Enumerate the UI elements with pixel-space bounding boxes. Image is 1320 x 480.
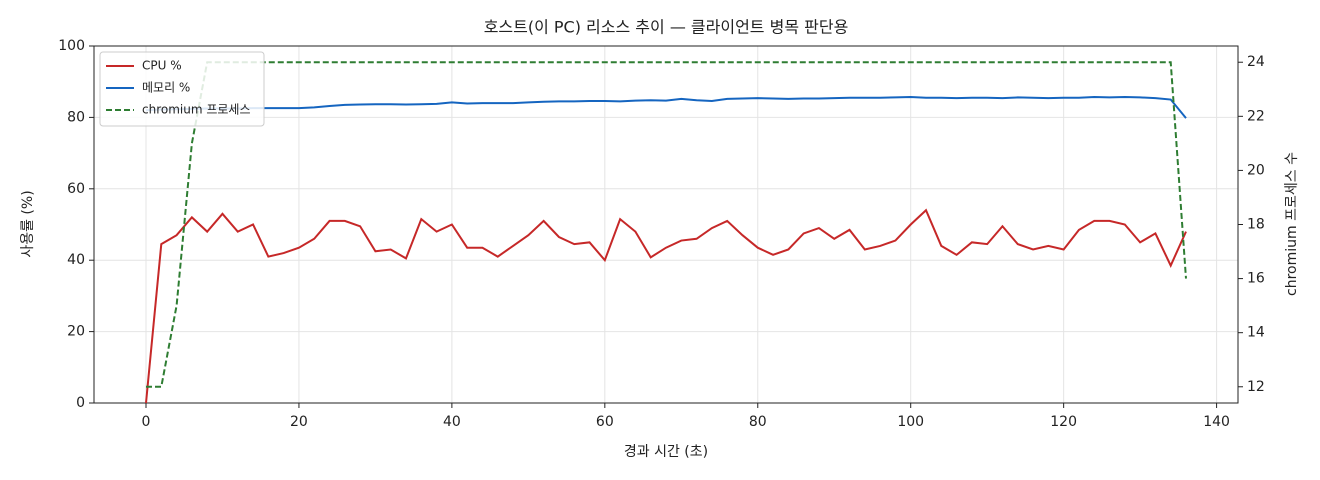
series-line (145, 208, 1187, 404)
y-tick-label: 100 (58, 38, 85, 54)
x-tick-label: 20 (290, 414, 308, 430)
legend-label: CPU % (142, 59, 182, 73)
x-tick-label: 40 (443, 414, 461, 430)
y2-tick-label: 24 (1247, 54, 1265, 70)
legend-box (99, 51, 265, 127)
y2-tick-label: 12 (1247, 379, 1265, 395)
plot-frame (93, 45, 1239, 404)
y-tick-label: 40 (67, 252, 85, 268)
y2-tick-label: 18 (1247, 217, 1265, 233)
x-tick-label: 0 (142, 414, 151, 430)
y-tick-label: 60 (67, 181, 85, 197)
legend-label: 메모리 % (142, 81, 190, 95)
y-tick-label: 80 (67, 109, 85, 125)
y-axis-label: 사용률 (%) (20, 190, 36, 257)
x-tick-label: 140 (1203, 414, 1230, 430)
y2-axis-label: chromium 프로세스 수 (1284, 152, 1300, 296)
legend: CPU % 메모리 % chromium 프로세스 (99, 51, 265, 127)
series-line (145, 96, 1187, 119)
x-tick-label: 60 (596, 414, 614, 430)
chart-title: 호스트(이 PC) 리소스 추이 — 클라이언트 병목 판단용 (484, 18, 849, 37)
x-tick-label: 120 (1050, 414, 1077, 430)
y2-tick-label: 20 (1247, 162, 1265, 178)
y2-tick-label: 22 (1247, 108, 1265, 124)
y2-tick-label: 14 (1247, 325, 1265, 341)
legend-label: chromium 프로세스 (142, 103, 251, 117)
x-tick-label: 100 (897, 414, 924, 430)
x-tick-label: 80 (749, 414, 767, 430)
x-axis-label: 경과 시간 (초) (624, 444, 708, 460)
y-tick-label: 0 (76, 395, 85, 411)
series-line (146, 61, 1187, 388)
y-tick-label: 20 (67, 324, 85, 340)
y2-tick-label: 16 (1247, 271, 1265, 287)
